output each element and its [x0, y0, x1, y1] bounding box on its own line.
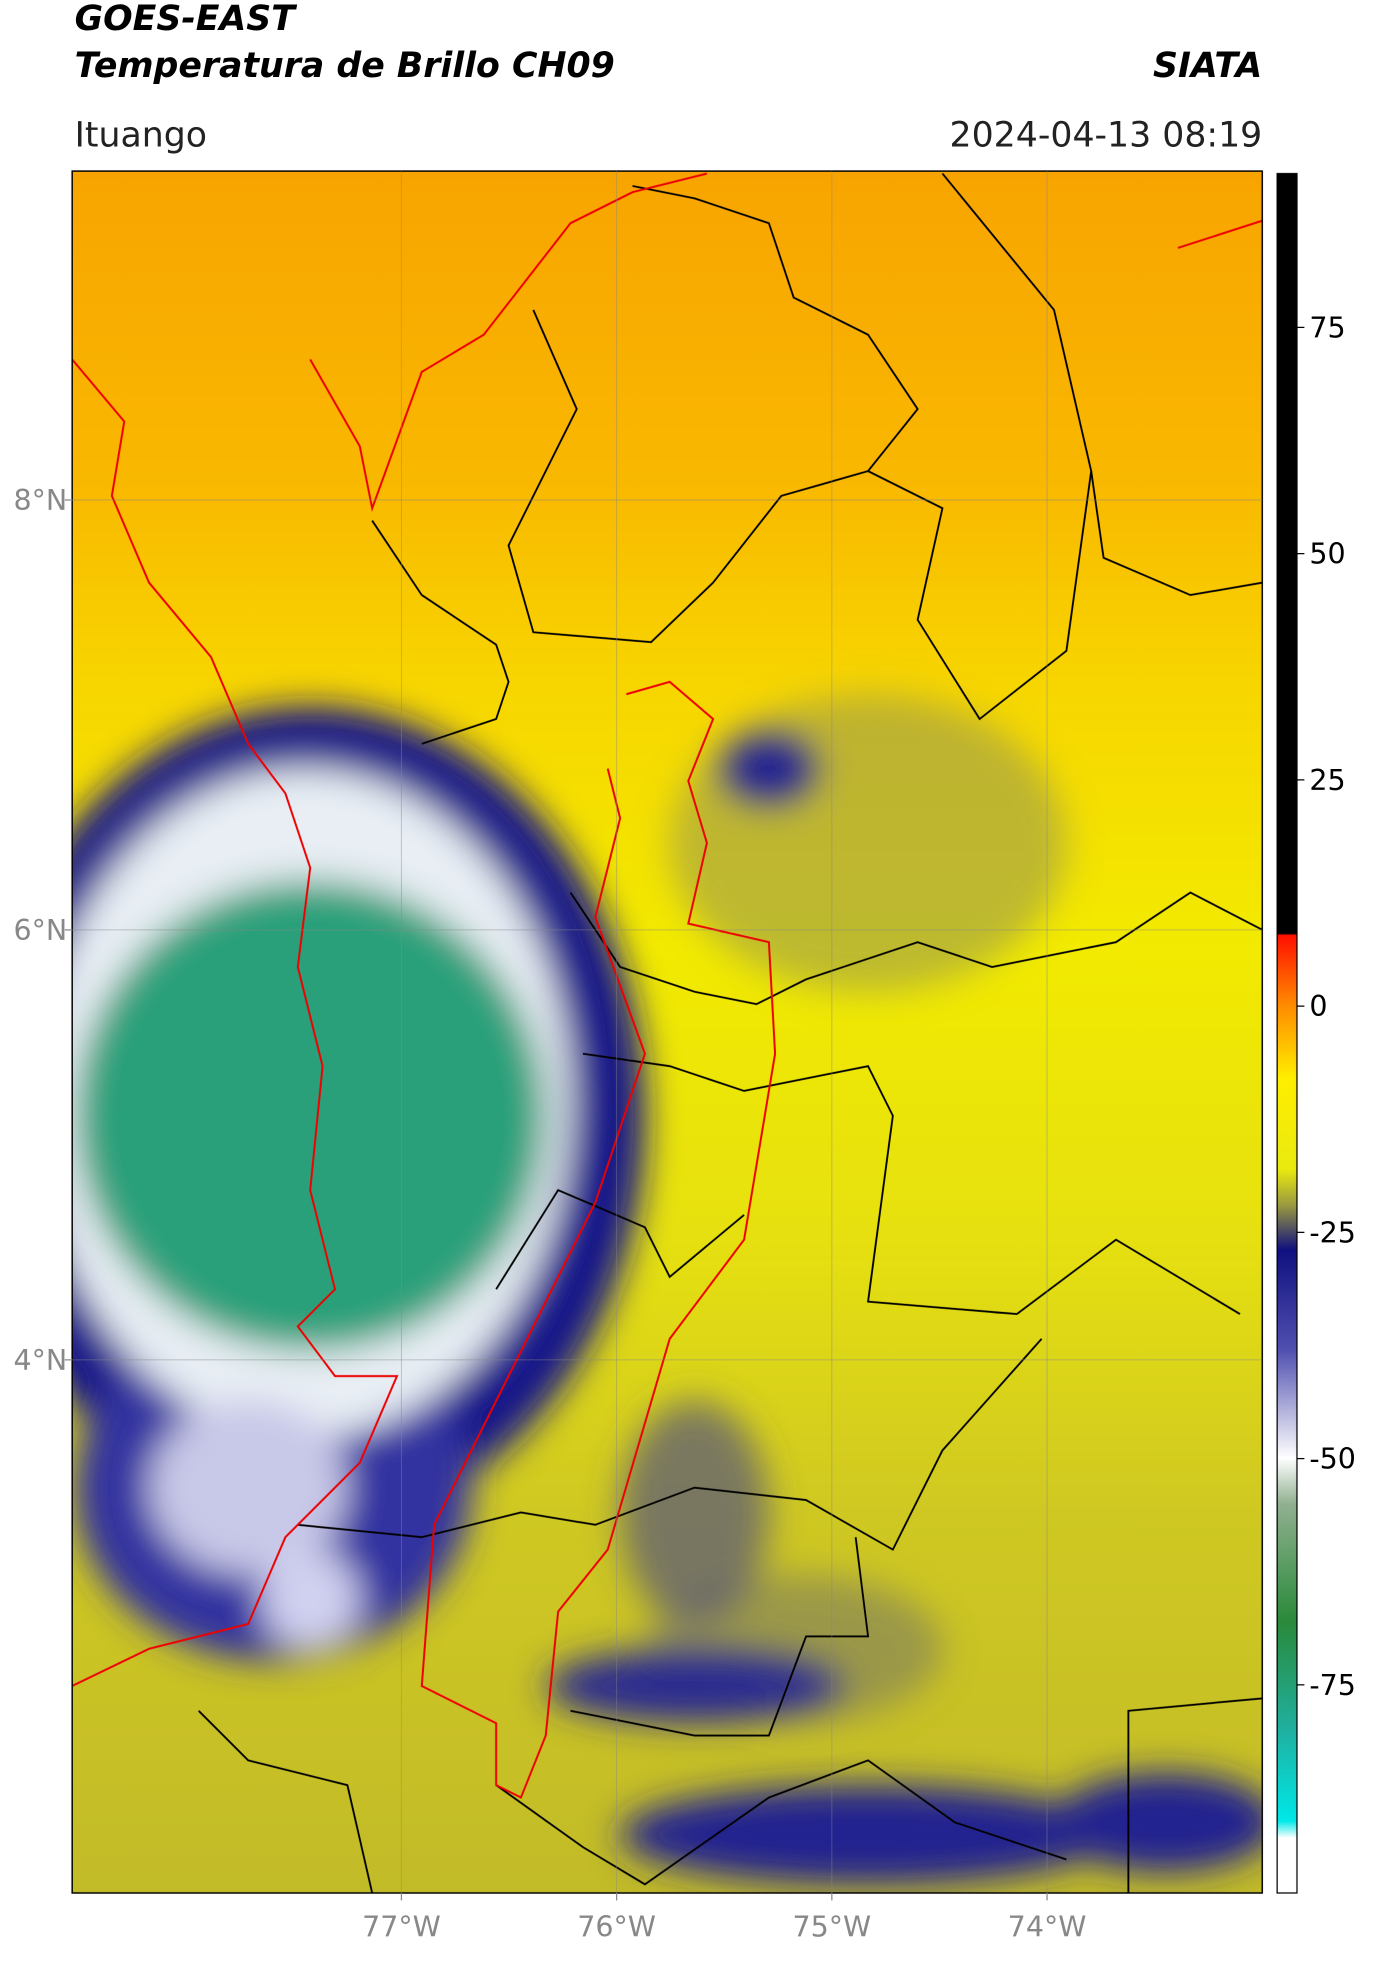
colorbar-tick-label: -25	[1309, 1216, 1356, 1249]
colorbar-tick-label: 75	[1309, 311, 1345, 344]
x-tick-label: 77°W	[362, 1910, 441, 1943]
x-tick-label: 74°W	[1008, 1910, 1087, 1943]
colorbar-tick-label: 25	[1309, 764, 1345, 797]
title: GOES-EAST	[75, 0, 298, 39]
colorbar	[1276, 172, 1298, 1894]
y-tick-label: 6°N	[14, 914, 68, 947]
datetime: 2024-04-13 08:19	[950, 115, 1263, 155]
x-tick-label: 76°W	[577, 1910, 656, 1943]
map-frame	[71, 170, 1263, 1894]
satellite-image	[72, 171, 1263, 1893]
subtitle: Temperatura de Brillo CH09	[75, 46, 615, 86]
location: Ituango	[75, 115, 207, 155]
y-tick-label: 8°N	[14, 484, 68, 517]
colorbar-tick-label: -50	[1309, 1443, 1356, 1476]
colorbar-tick-label: 0	[1309, 990, 1327, 1023]
y-tick-label: 4°N	[14, 1344, 68, 1377]
source: SIATA	[1153, 46, 1262, 86]
colorbar-tick-label: -75	[1309, 1669, 1356, 1702]
colorbar-tick-label: 50	[1309, 538, 1345, 571]
x-tick-label: 75°W	[792, 1910, 871, 1943]
